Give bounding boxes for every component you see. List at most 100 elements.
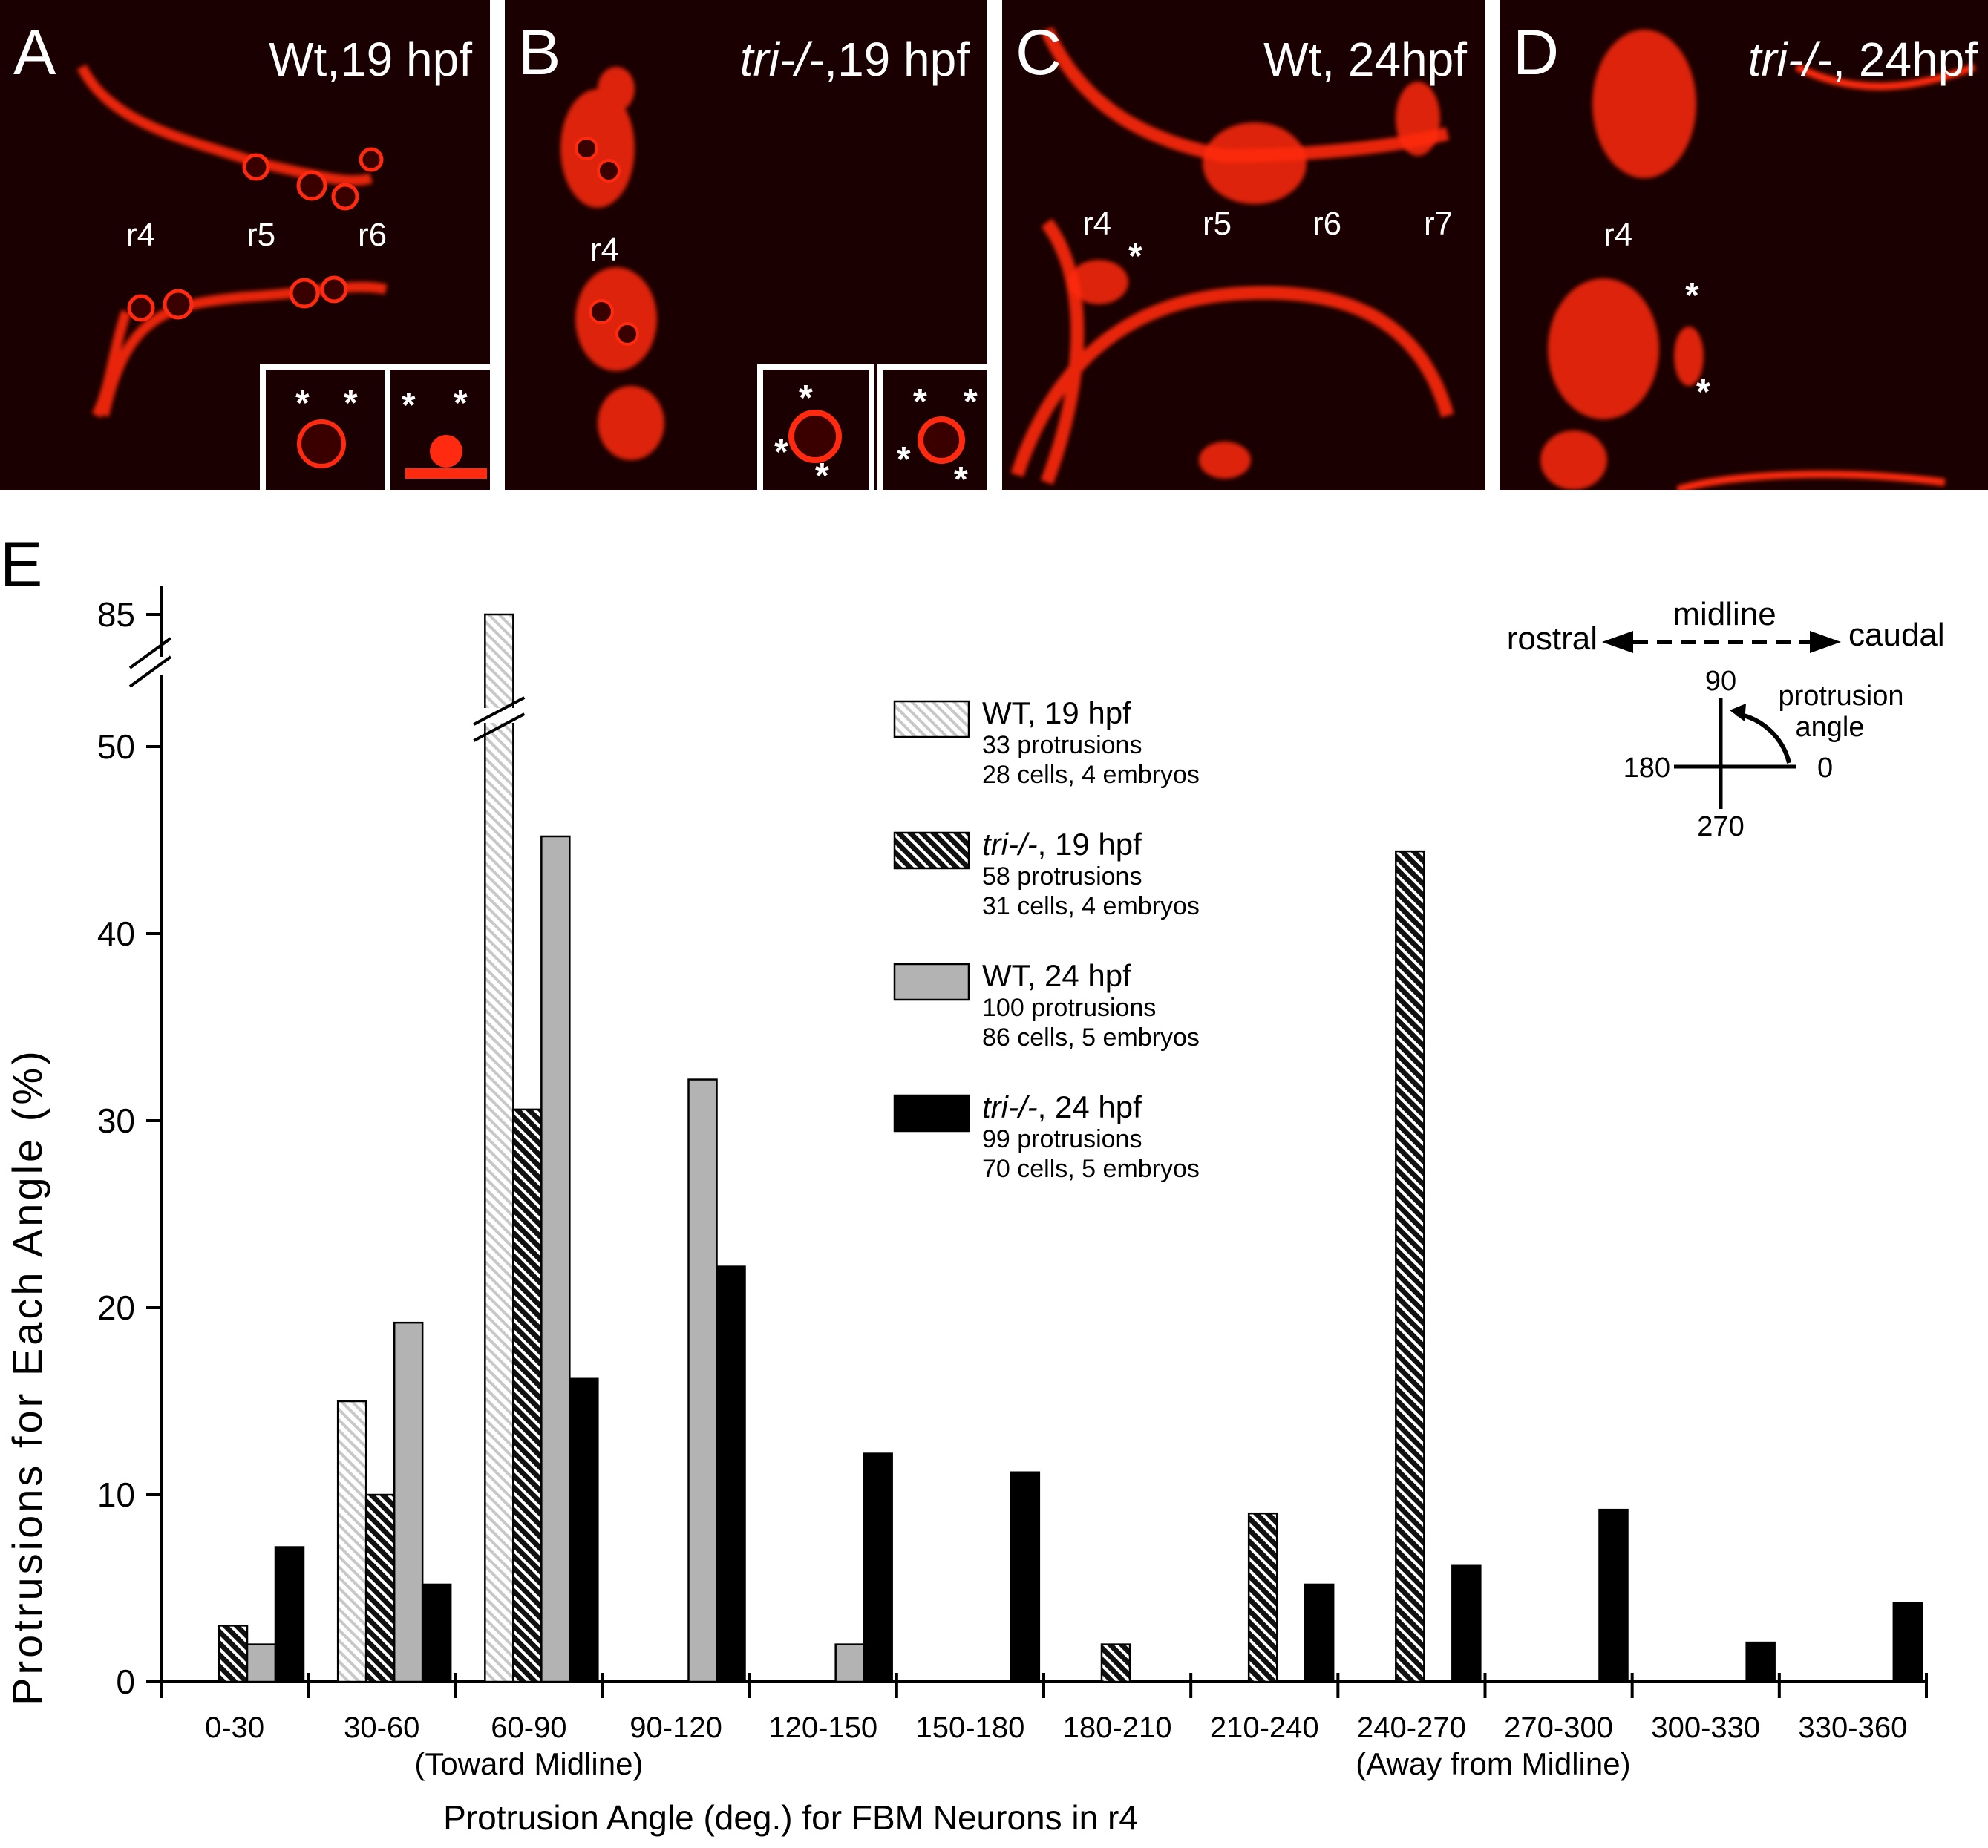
asterisk: * [295,384,310,423]
panel-title-d-stage: , 24hpf [1832,33,1978,86]
chart-panel-letter: E [0,529,42,600]
bar-break-mark [473,712,526,742]
asterisk: * [799,379,813,418]
bar-black-240-270 [1451,1564,1482,1683]
region-label-r4: r4 [1603,217,1633,253]
panel-title-b-stage: ,19 hpf [824,33,970,86]
angle-label: angle [1796,712,1865,743]
x-tick-label: 30-60 [344,1711,419,1744]
x-tick-label: 270-300 [1504,1711,1613,1744]
region-label-r6: r6 [1312,206,1342,242]
region-label-r6: r6 [358,217,388,253]
inset-a2: * * [385,364,490,490]
panel-a-cells [76,64,388,419]
panel-c: C Wt, 24hpf r4 r5 r6 r7 * [1002,0,1485,490]
panel-title-b: tri-/-,19 hpf [740,36,970,83]
asterisk: * [954,460,968,491]
bar-black-150-180 [1010,1471,1041,1683]
y-tick-label: 30 [97,1101,135,1140]
inset-a1: * * [260,364,390,490]
panel-letter-d: D [1513,17,1560,88]
bar-black-120-150 [863,1452,893,1683]
region-label-r5: r5 [1203,206,1232,242]
x-tick-label: 150-180 [916,1711,1025,1744]
region-label-r4: r4 [590,232,620,268]
rostral-label: rostral [1507,620,1598,657]
bar-black-210-240 [1304,1583,1335,1683]
bar-dark-hatch-240-270 [1395,850,1425,1683]
panel-b: B tri-/-,19 hpf r4 * * * * * * * [505,0,987,490]
legend-protrusions: 99 protrusions [982,1125,1142,1153]
legend-genotype: tri-/- [982,827,1038,862]
x-axis-label: Protrusion Angle (deg.) for FBM Neurons … [443,1798,1138,1837]
legend-swatch [893,700,970,738]
protrusion-angle-arc-icon [1736,712,1791,764]
legend-swatch [893,831,970,870]
x-category-note: (Away from Midline) [1356,1746,1630,1781]
axis-break-mark [128,655,172,688]
asterisk: * [344,384,358,423]
y-tick-label: 40 [97,914,135,953]
asterisk: * [1685,276,1699,315]
bar-black-0-30 [274,1546,305,1683]
y-axis-label: Protrusions for Each Angle (%) [4,1048,50,1706]
y-tick-label: 50 [97,727,135,766]
x-tick-label: 90-120 [630,1711,722,1744]
legend-series-name: WT, 19 hpf [982,695,1131,730]
panel-letter-a: A [13,17,56,88]
panel-a: A Wt,19 hpf r4 r5 r6 * * * * [0,0,490,490]
asterisk: * [815,456,829,491]
legend-swatch [893,1094,970,1133]
bar-black-90-120 [716,1265,746,1683]
x-tick-label: 180-210 [1063,1711,1172,1744]
region-label-r5: r5 [246,217,276,253]
legend-series-name: tri-/-, 19 hpf [982,827,1142,862]
x-category-note: (Toward Midline) [414,1746,643,1781]
legend-stage: , 24 hpf [1038,1090,1142,1124]
arrowhead-left-icon [1602,631,1633,653]
bar-chart: E Protrusions for Each Angle (%) Protrus… [0,529,1945,1837]
panel-d: D tri-/-, 24hpf r4 * * [1500,0,1988,490]
bar-dark-hatch-60-90 [512,1108,543,1683]
legend-stage: , 19 hpf [1038,827,1142,862]
region-label-r7: r7 [1424,206,1454,242]
legend-genotype: tri-/- [982,1090,1038,1124]
bar-dark-hatch-0-30 [218,1625,249,1683]
asterisk: * [774,433,788,472]
midline-label: midline [1673,596,1776,632]
panel-title-a: Wt,19 hpf [269,33,472,86]
bar-black-300-330 [1745,1641,1776,1683]
bar-black-60-90 [569,1377,599,1683]
x-tick-label: 330-360 [1799,1711,1908,1744]
y-tick-label: 10 [97,1475,135,1514]
x-tick-label: 240-270 [1357,1711,1466,1744]
angle-90: 90 [1705,666,1736,697]
arrowhead-right-icon [1810,631,1841,653]
asterisk: * [1128,237,1142,276]
orientation-inset: rostral midline caudal 90 180 0 270 prot… [1507,596,1945,842]
legend-stage: WT, 19 hpf [982,695,1131,730]
bar-break-gap [480,708,518,723]
angle-270: 270 [1697,811,1744,842]
legend-protrusions: 100 protrusions [982,994,1156,1022]
panel-b-cells [560,67,664,460]
bar-gray-60-90 [540,835,571,1683]
y-tick-label: 0 [116,1662,135,1701]
panel-title-d: tri-/-, 24hpf [1748,36,1978,83]
x-tick-label: 120-150 [768,1711,877,1744]
panel-c-cells [1010,27,1454,485]
legend-protrusions: 33 protrusions [982,731,1142,759]
bars [218,613,1923,1683]
asterisk: * [913,382,927,422]
panel-letter-c: C [1016,17,1062,88]
legend-cells-embryos: 31 cells, 4 embryos [982,892,1200,920]
bar-black-330-360 [1892,1602,1923,1683]
asterisk: * [964,382,978,422]
inset-b1: * * * [757,364,874,490]
bar-gray-0-30 [246,1643,277,1683]
x-tick-labels: 0-30 30-60 60-90(Toward Midline)90-120 120-… [205,1711,1907,1781]
legend-swatch [893,963,970,1001]
panel-title-d-genotype: tri-/- [1747,33,1833,86]
caudal-label: caudal [1848,617,1945,653]
